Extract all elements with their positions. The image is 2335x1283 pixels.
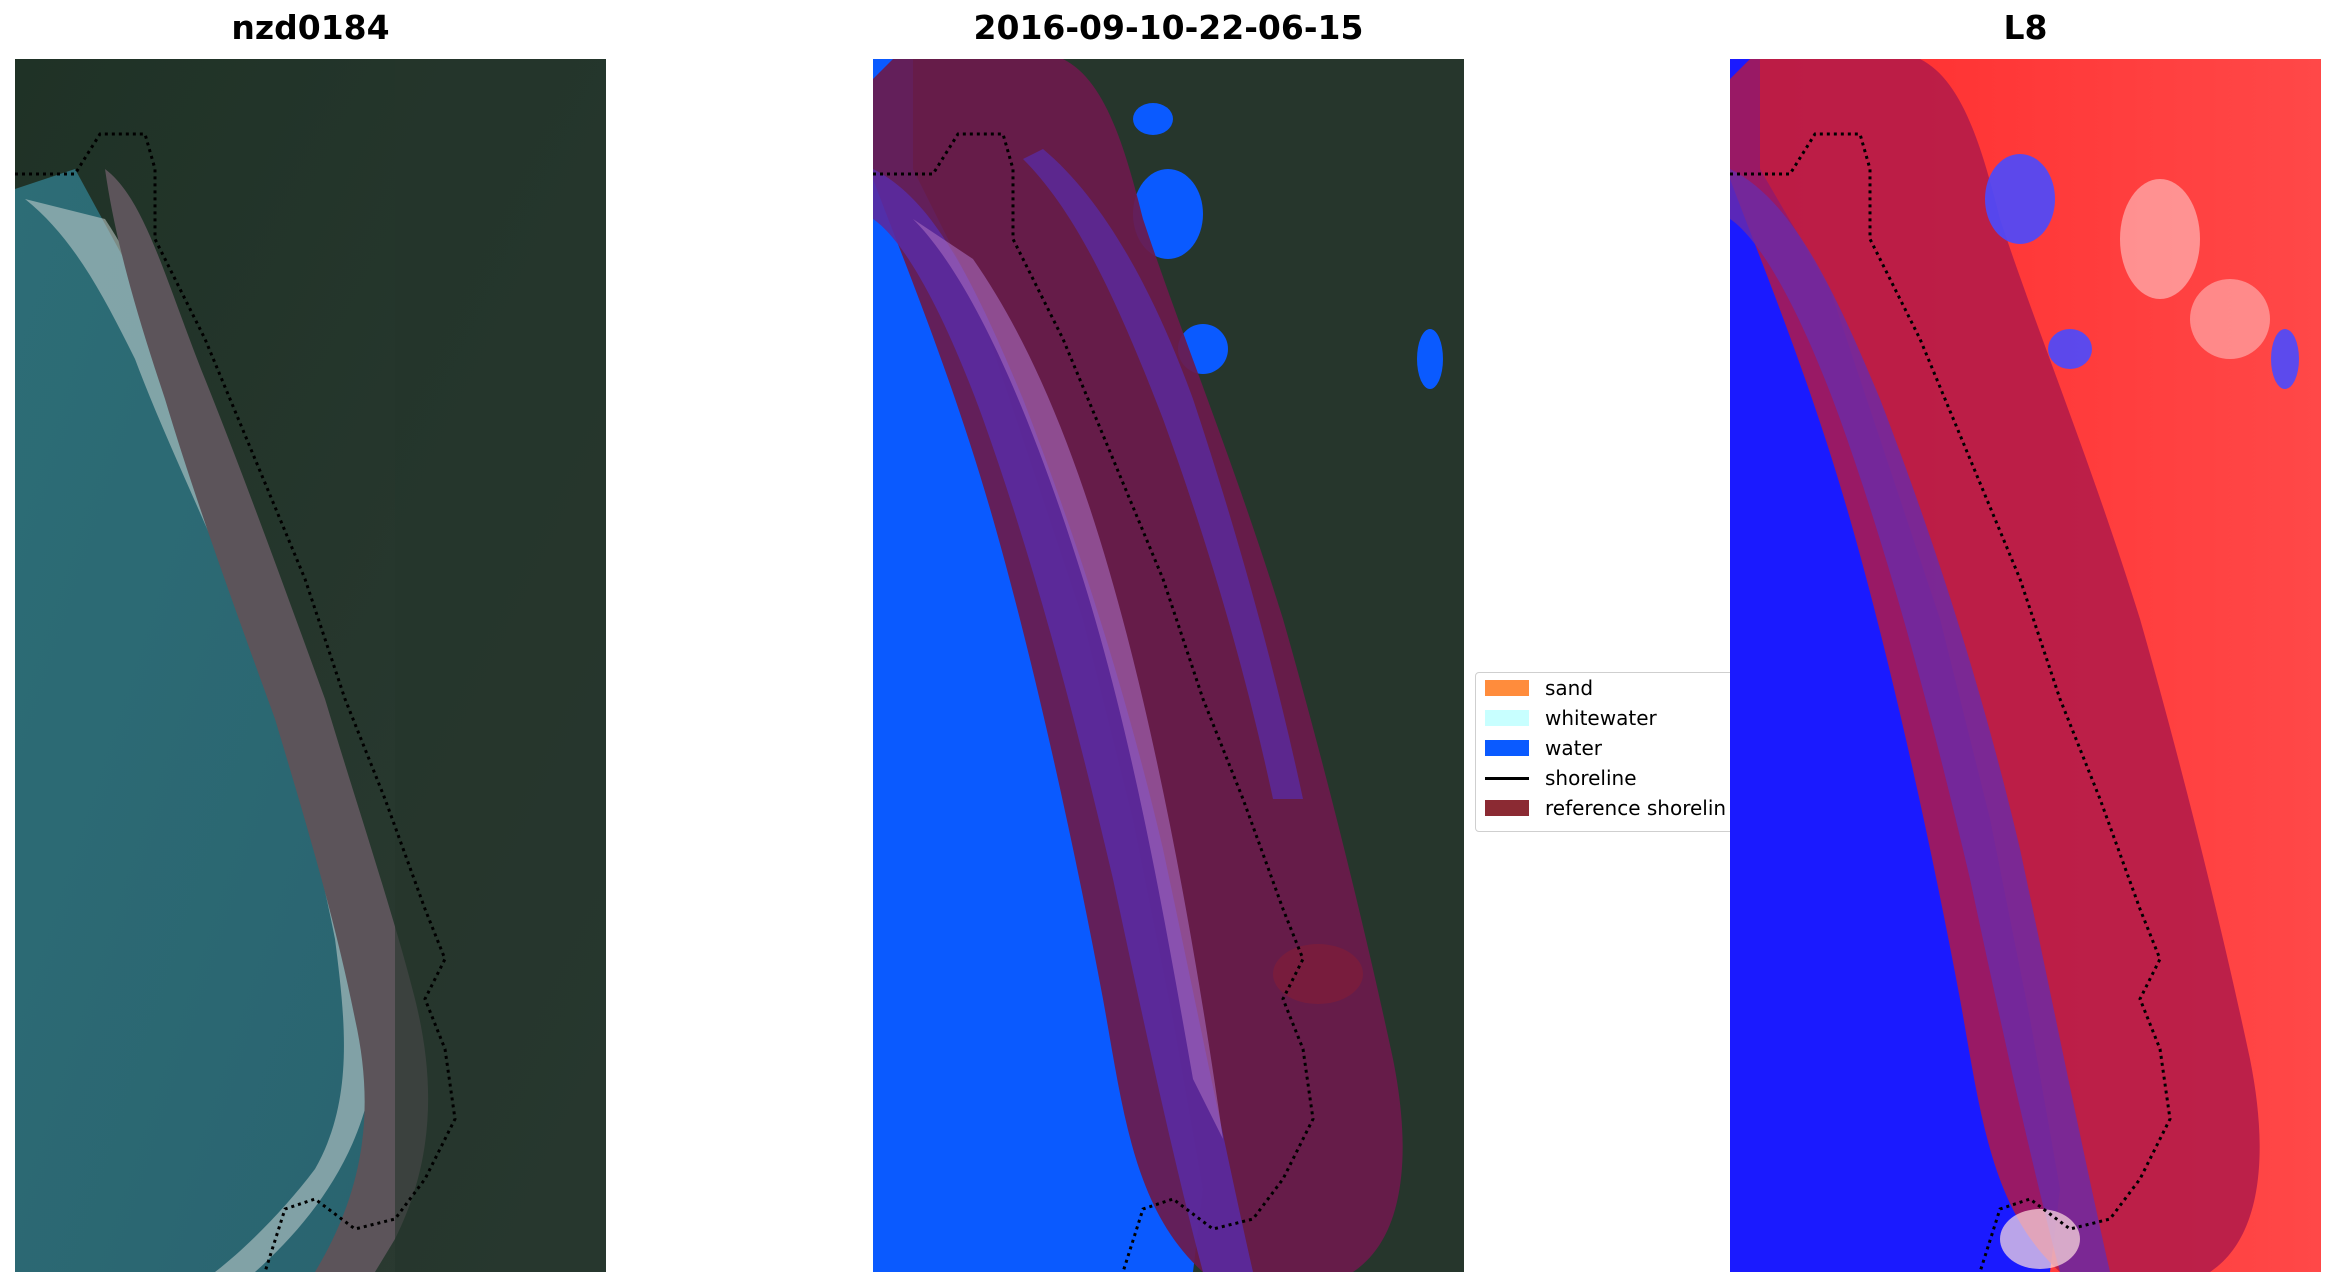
panel-title-classification: 2016-09-10-22-06-15 xyxy=(973,8,1364,47)
sand-swatch xyxy=(1485,680,1529,696)
legend-item-whitewater: whitewater xyxy=(1476,703,1734,733)
legend: sand whitewater water shoreline referenc… xyxy=(1475,672,1735,832)
rgb-satellite-image xyxy=(15,59,606,1272)
shoreline-swatch xyxy=(1485,777,1529,780)
legend-item-water: water xyxy=(1476,733,1734,763)
index-map-image xyxy=(1730,59,2321,1272)
legend-item-shoreline: shoreline xyxy=(1476,763,1734,793)
whitewater-swatch xyxy=(1485,710,1529,726)
legend-label: sand xyxy=(1545,676,1594,700)
water-swatch xyxy=(1485,740,1529,756)
panel-title-index: L8 xyxy=(2003,8,2048,47)
legend-item-reference-shoreline: reference shorelin xyxy=(1476,793,1734,823)
legend-label: shoreline xyxy=(1545,766,1637,790)
legend-label: reference shorelin xyxy=(1545,796,1727,820)
reference-shoreline-swatch xyxy=(1485,800,1529,816)
legend-label: water xyxy=(1545,736,1602,760)
panel-title-rgb: nzd0184 xyxy=(231,8,390,47)
legend-item-sand: sand xyxy=(1476,673,1734,703)
legend-label: whitewater xyxy=(1545,706,1657,730)
classification-image xyxy=(873,59,1464,1272)
